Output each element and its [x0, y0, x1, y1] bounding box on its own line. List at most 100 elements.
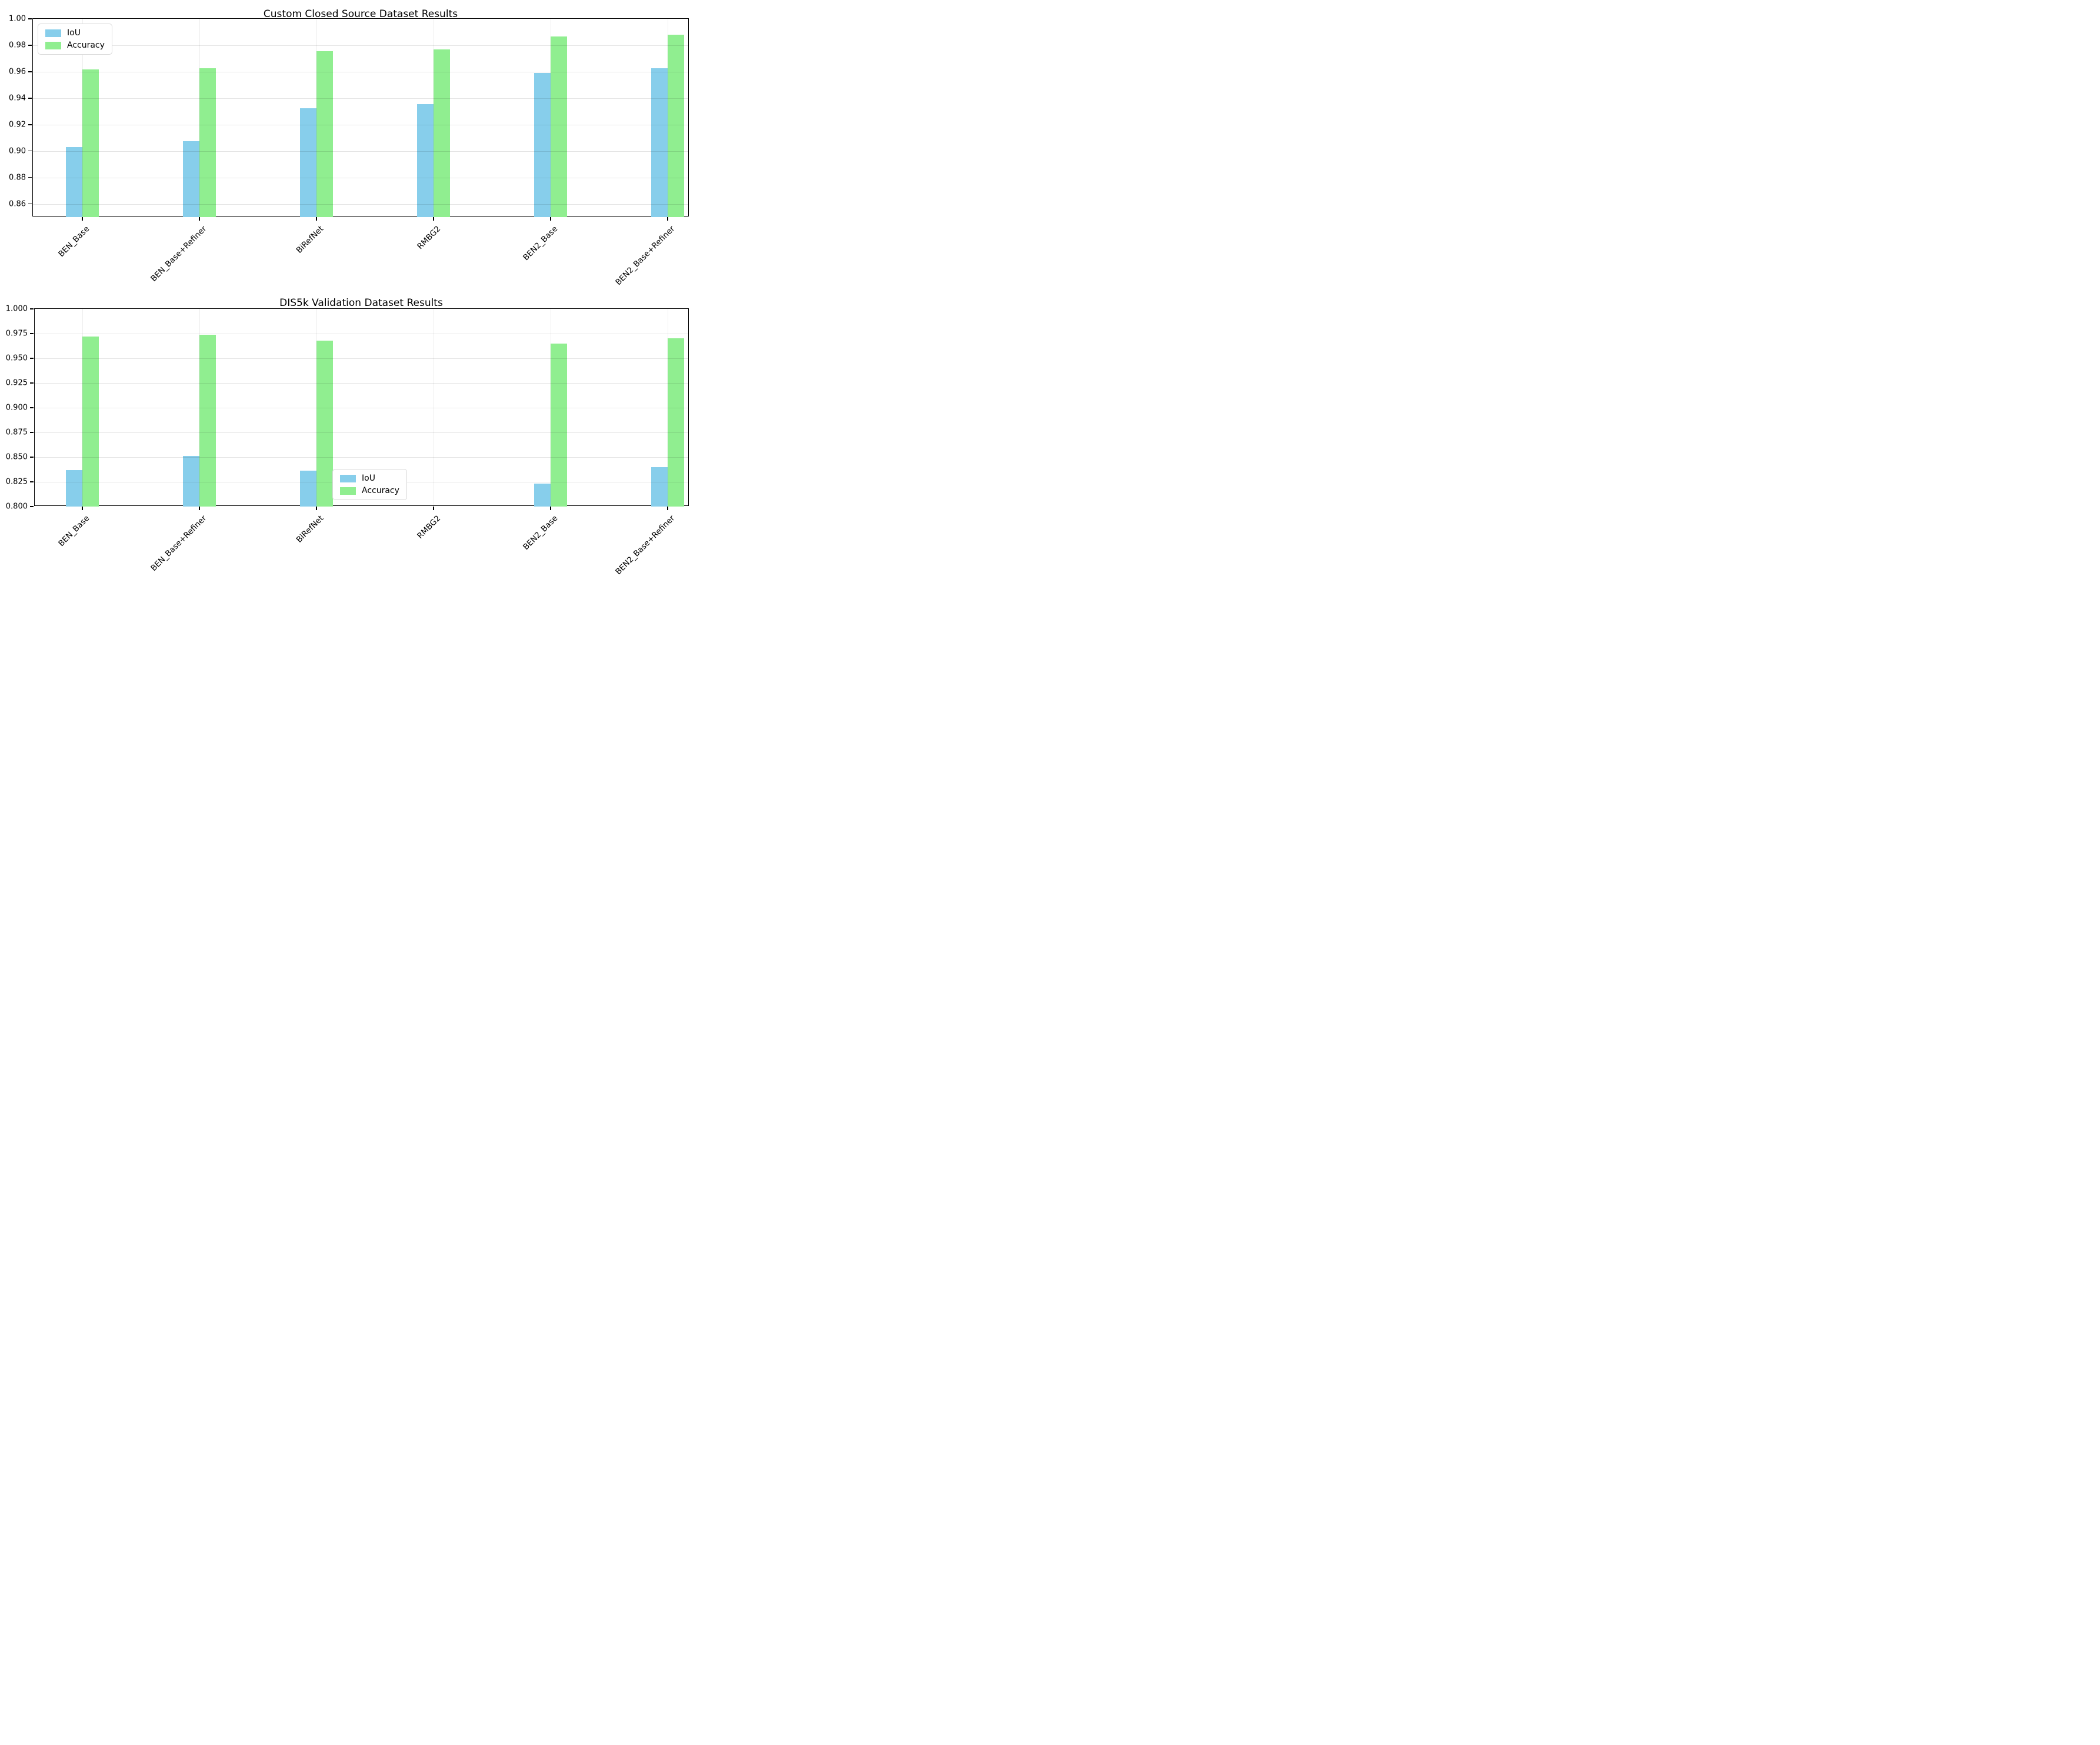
gridline-x [82, 309, 83, 505]
gridline-x [199, 19, 200, 216]
bar-iou-birefnet [300, 470, 316, 507]
gridline-x [82, 19, 83, 216]
ytick-mark [28, 177, 32, 178]
gridline-y [33, 98, 688, 99]
bar-iou-ben-base-refiner [183, 141, 199, 217]
legend-label-iou: IoU [67, 28, 81, 38]
xtick-mark [433, 507, 434, 510]
xtick-label-ben2-base: BEN2_Base [521, 514, 560, 552]
bar-iou-ben2-base-refiner [651, 467, 668, 507]
gridline-y [35, 457, 688, 458]
xtick-label-birefnet: BiRefNet [294, 514, 326, 545]
xtick-mark [550, 507, 551, 510]
bar-accuracy-ben-base [82, 337, 99, 507]
bar-accuracy-ben2-base [551, 36, 567, 217]
gridline-y [35, 358, 688, 359]
xtick-label-ben2-base-refiner: BEN2_Base+Refiner [614, 514, 677, 577]
chart-title-bottom: DIS5k Validation Dataset Results [279, 297, 443, 309]
ytick-mark [28, 45, 32, 46]
ytick-mark [28, 98, 32, 99]
bar-iou-ben2-base [534, 73, 551, 217]
xtick-label-rmbg2: RMBG2 [415, 514, 443, 541]
ytick-mark [28, 150, 32, 152]
ytick-label: 0.975 [5, 329, 28, 338]
bar-iou-birefnet [300, 108, 316, 217]
ytick-mark [28, 203, 32, 205]
bar-accuracy-ben-base [82, 69, 99, 217]
bar-iou-rmbg2 [417, 104, 434, 217]
plot-area-top: 1.00 0.98 0.96 0.94 0.92 0.90 0.88 0.86 BEN_Base… [9, 15, 689, 287]
bar-accuracy-birefnet [316, 51, 333, 217]
xtick-mark [82, 507, 83, 510]
xtick-label-ben-base: BEN_Base [56, 514, 92, 549]
xtick-mark [316, 507, 317, 510]
ytick-mark [30, 432, 34, 433]
ytick-label: 0.900 [5, 403, 28, 412]
legend-label-accuracy: Accuracy [362, 486, 399, 495]
xtick-label-ben-base-refiner: BEN_Base+Refiner [149, 224, 209, 284]
xtick-label-ben2-base-refiner: BEN2_Base+Refiner [614, 224, 677, 288]
chart-title-top: Custom Closed Source Dataset Results [263, 8, 458, 20]
bar-accuracy-ben2-base-refiner [668, 338, 684, 507]
legend-item-accuracy: Accuracy [340, 487, 399, 495]
bar-iou-ben2-base-refiner [651, 68, 668, 217]
legend-swatch-accuracy [45, 41, 61, 49]
ytick-mark [30, 407, 34, 408]
ytick-label: 0.94 [9, 94, 26, 103]
plot-area-bottom: 1.000 0.975 0.950 0.925 0.900 0.875 0.850 0.825… [6, 305, 689, 577]
legend-label-accuracy: Accuracy [67, 41, 105, 50]
legend-swatch-iou [45, 29, 61, 37]
ytick-mark [30, 481, 34, 482]
ytick-label: 0.92 [9, 120, 26, 129]
gridline-y [33, 45, 688, 46]
bar-accuracy-rmbg2 [434, 49, 450, 217]
ytick-label: 0.950 [5, 354, 28, 363]
legend-label-iou: IoU [362, 474, 375, 483]
xtick-mark [316, 217, 317, 221]
legend: IoU Accuracy [332, 469, 407, 500]
ytick-label: 0.825 [5, 477, 28, 487]
legend: IoU Accuracy [38, 24, 112, 55]
ytick-mark [30, 382, 34, 384]
ytick-label: 0.96 [9, 67, 26, 76]
bar-accuracy-ben-base-refiner [199, 334, 216, 507]
xtick-mark [667, 217, 668, 221]
xtick-mark [433, 217, 434, 221]
ytick-mark [28, 124, 32, 125]
ytick-mark [28, 18, 32, 19]
legend-item-iou: IoU [45, 29, 105, 37]
legend-item-iou: IoU [340, 474, 399, 482]
xtick-mark [199, 507, 200, 510]
gridline-y [33, 204, 688, 205]
ytick-label: 0.850 [5, 452, 28, 462]
gridline-y [35, 432, 688, 433]
xtick-label-ben-base-refiner: BEN_Base+Refiner [149, 514, 209, 573]
ytick-mark [30, 333, 34, 334]
ytick-mark [30, 308, 34, 309]
gridline-y [33, 151, 688, 152]
ytick-mark [28, 71, 32, 72]
ytick-mark [30, 506, 34, 507]
ytick-label: 0.86 [9, 199, 26, 209]
legend-swatch-accuracy [340, 487, 356, 495]
xtick-label-ben2-base: BEN2_Base [521, 224, 560, 263]
gridline-x [316, 19, 317, 216]
ytick-label: 0.875 [5, 428, 28, 437]
legend-item-accuracy: Accuracy [45, 41, 105, 49]
xtick-mark [82, 217, 83, 221]
ytick-mark [30, 358, 34, 359]
bar-iou-ben-base [66, 146, 82, 217]
gridline-x [199, 309, 200, 505]
ytick-label: 1.00 [9, 14, 26, 24]
legend-swatch-iou [340, 474, 356, 482]
bar-accuracy-ben2-base [551, 343, 567, 507]
ytick-label: 0.800 [5, 502, 28, 511]
ytick-label: 0.88 [9, 173, 26, 182]
ytick-label: 0.90 [9, 146, 26, 156]
ytick-label: 0.925 [5, 378, 28, 388]
xtick-mark [667, 507, 668, 510]
bar-accuracy-ben-base-refiner [199, 68, 216, 217]
bar-accuracy-birefnet [316, 340, 333, 507]
bar-iou-ben-base-refiner [183, 456, 199, 507]
ytick-label: 1.000 [5, 304, 28, 314]
